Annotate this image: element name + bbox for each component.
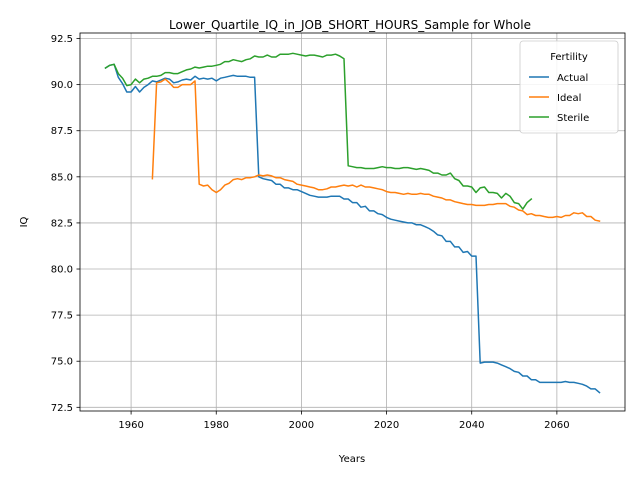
series-lines — [104, 52, 601, 394]
series-line-actual — [104, 63, 601, 394]
plot-frame — [79, 32, 626, 412]
series-line-ideal — [151, 78, 601, 222]
legend-items: Actual Ideal Sterile — [529, 73, 589, 124]
x-tick-label: 2040 — [459, 420, 484, 431]
legend-label-sterile: Sterile — [557, 113, 589, 124]
y-tick-label: 82.5 — [51, 218, 73, 229]
y-tick-label: 85.0 — [51, 172, 73, 183]
y-tick-label: 90.0 — [51, 80, 73, 91]
legend-label-ideal: Ideal — [557, 93, 581, 104]
axis-ticks: 1960 1980 2000 2020 2040 2060 72.5 75.0 77.5 80.0… — [51, 34, 570, 431]
y-tick-label: 75.0 — [51, 357, 73, 368]
x-tick-label: 2020 — [374, 420, 399, 431]
legend-label-actual: Actual — [557, 73, 588, 84]
legend-title: Fertility — [550, 52, 588, 63]
x-tick-label: 2000 — [289, 420, 314, 431]
y-tick-label: 72.5 — [51, 403, 73, 414]
chart-title: Lower_Quartile_IQ_in_JOB_SHORT_HOURS_Sam… — [169, 18, 531, 32]
x-tick-label: 2060 — [544, 420, 569, 431]
x-tick-label: 1980 — [204, 420, 229, 431]
y-tick-label: 92.5 — [51, 34, 73, 45]
legend: Fertility Actual Ideal Sterile — [519, 40, 619, 134]
x-axis-title: Years — [338, 454, 365, 465]
y-axis-title: IQ — [19, 216, 30, 227]
y-tick-label: 87.5 — [51, 126, 73, 137]
legend-box — [519, 40, 619, 134]
gridlines — [80, 33, 625, 411]
series-line-sterile — [104, 52, 533, 210]
y-tick-label: 77.5 — [51, 311, 73, 322]
x-tick-label: 1960 — [118, 420, 143, 431]
y-tick-label: 80.0 — [51, 265, 73, 276]
